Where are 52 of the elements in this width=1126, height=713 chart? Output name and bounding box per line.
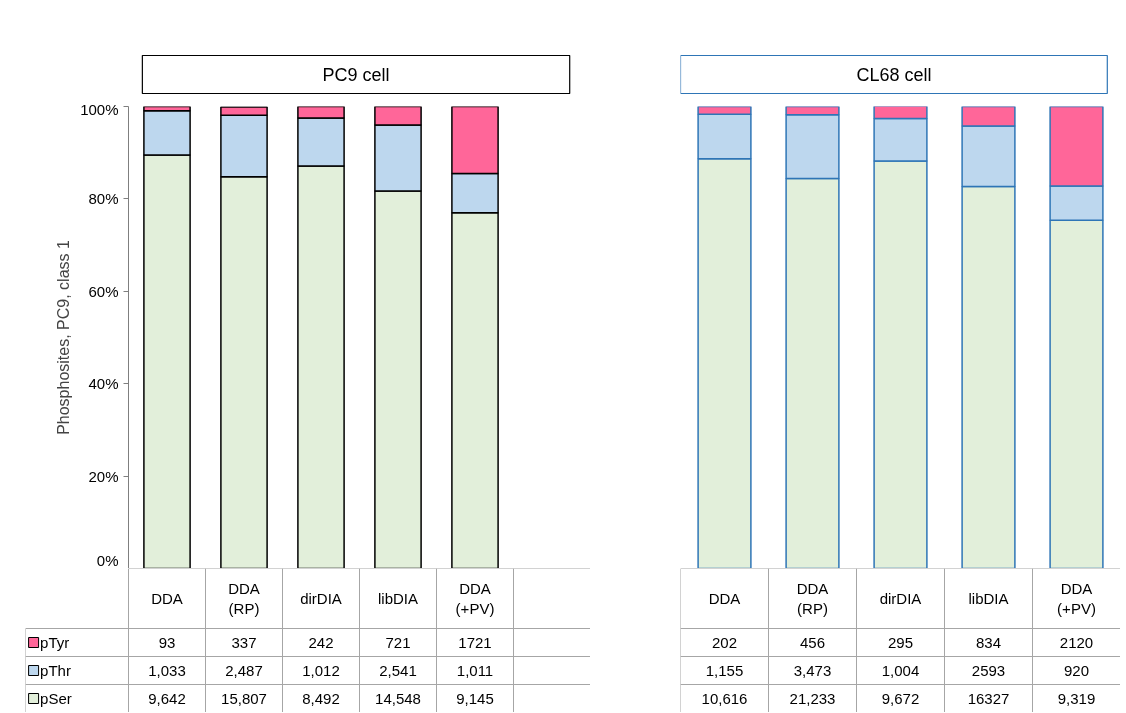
text: 14,548 [375, 689, 421, 707]
text: 21,233 [789, 689, 836, 707]
text: 2,487 [225, 661, 263, 679]
text: 15,807 [221, 689, 267, 707]
x-tick-label: libDIA [968, 590, 1009, 607]
text: 9,145 [456, 689, 494, 707]
text: 3,473 [793, 661, 832, 679]
legend-label: pSer [40, 690, 72, 707]
y-tick-label: 100% [80, 100, 119, 118]
text: 1,155 [705, 661, 744, 679]
text: 337 [231, 633, 257, 651]
text: 1,012 [302, 661, 340, 679]
x-tick-label: DDA (+PV) [1057, 580, 1096, 617]
text: 10,616 [701, 689, 748, 707]
x-tick-label: DDA [151, 590, 183, 607]
chart-title: PC9 cell [322, 64, 390, 85]
text: 9,672 [881, 689, 920, 707]
y-axis-title: Phosphosites, PC9, class 1 [55, 240, 73, 435]
x-tick-label: dirDIA [879, 590, 922, 607]
y-tick-label: 40% [88, 375, 119, 393]
y-tick-label: 20% [88, 467, 119, 485]
text: 456 [799, 633, 826, 651]
text: 1,004 [881, 661, 920, 679]
text: 93 [158, 633, 176, 651]
text: 2,541 [379, 661, 417, 679]
text: 242 [308, 633, 334, 651]
text: 202 [711, 633, 738, 651]
x-tick-label: DDA [708, 590, 741, 607]
x-tick-label: DDA (RP) [796, 580, 829, 617]
text: 2120 [1059, 633, 1094, 651]
legend-label: pTyr [40, 634, 70, 651]
text: 2593 [971, 661, 1006, 679]
chart-title: CL68 cell [856, 64, 932, 85]
text: 9,642 [148, 689, 186, 707]
y-tick-label: 60% [88, 282, 119, 300]
text: 8,492 [302, 689, 340, 707]
legend-label: pThr [40, 662, 71, 679]
text: 834 [975, 633, 1002, 651]
x-tick-label: dirDIA [300, 590, 342, 607]
text: 16327 [967, 689, 1010, 707]
x-tick-label: libDIA [377, 590, 419, 607]
y-tick-label: 0% [96, 551, 119, 569]
text: 295 [887, 633, 914, 651]
text: 9,319 [1057, 689, 1096, 707]
text: 721 [385, 633, 411, 651]
x-tick-label: DDA (RP) [228, 580, 260, 617]
text: 1,011 [456, 661, 494, 679]
text: 920 [1063, 661, 1090, 679]
y-tick-label: 80% [88, 190, 119, 208]
x-tick-label: DDA (+PV) [455, 580, 495, 617]
text: 1721 [458, 633, 492, 651]
text: 1,033 [148, 661, 186, 679]
